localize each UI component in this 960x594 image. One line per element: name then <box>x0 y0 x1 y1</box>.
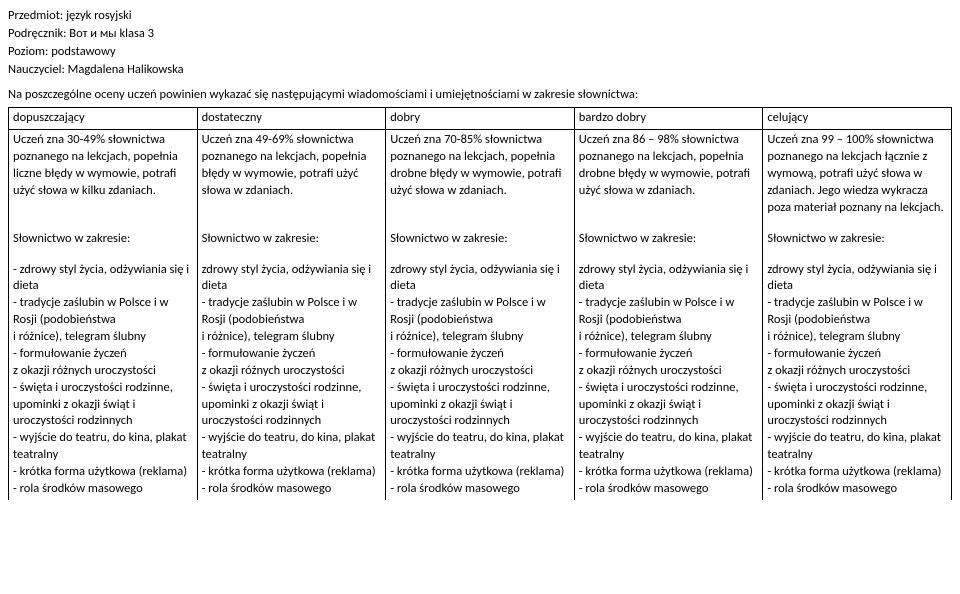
level-line: Poziom: podstawowy <box>8 44 952 61</box>
description-row: Uczeń zna 30-49% słownictwa poznanego na… <box>9 130 952 219</box>
grade-header-row: dopuszczający dostateczny dobry bardzo d… <box>9 108 952 130</box>
intro-text: Na poszczególne oceny uczeń powinien wyk… <box>8 87 952 104</box>
scope-content-row: - zdrowy styl życia, odżywiania się i di… <box>9 260 952 500</box>
criteria-table: dopuszczający dostateczny dobry bardzo d… <box>8 107 952 499</box>
scope-cell-4: zdrowy styl życia, odżywiania się i diet… <box>574 260 763 500</box>
scope-cell-1: - zdrowy styl życia, odżywiania się i di… <box>9 260 198 500</box>
scope-cell-5: zdrowy styl życia, odżywiania się i diet… <box>763 260 952 500</box>
grade-bardzo-dobry: bardzo dobry <box>574 108 763 130</box>
scope-label-3: Słownictwo w zakresie: <box>386 219 575 260</box>
scope-label-4: Słownictwo w zakresie: <box>574 219 763 260</box>
grade-dobry: dobry <box>386 108 575 130</box>
scope-label-1: Słownictwo w zakresie: <box>9 219 198 260</box>
desc-cell-4: Uczeń zna 86 – 98% słownictwa poznanego … <box>574 130 763 219</box>
desc-cell-3: Uczeń zna 70-85% słownictwa poznanego na… <box>386 130 575 219</box>
grade-celujacy: celujący <box>763 108 952 130</box>
scope-label-5: Słownictwo w zakresie: <box>763 219 952 260</box>
desc-cell-2: Uczeń zna 49-69% słownictwa poznanego na… <box>197 130 386 219</box>
desc-cell-1: Uczeń zna 30-49% słownictwa poznanego na… <box>9 130 198 219</box>
scope-label-2: Słownictwo w zakresie: <box>197 219 386 260</box>
grade-dostateczny: dostateczny <box>197 108 386 130</box>
textbook-line: Podręcznik: Вот и мы klasa 3 <box>8 26 952 43</box>
subject-line: Przedmiot: język rosyjski <box>8 8 952 25</box>
desc-cell-5: Uczeń zna 99 – 100% słownictwa poznanego… <box>763 130 952 219</box>
scope-cell-3: zdrowy styl życia, odżywiania się i diet… <box>386 260 575 500</box>
scope-label-row: Słownictwo w zakresie: Słownictwo w zakr… <box>9 219 952 260</box>
teacher-line: Nauczyciel: Magdalena Halikowska <box>8 62 952 79</box>
scope-cell-2: zdrowy styl życia, odżywiania się i diet… <box>197 260 386 500</box>
grade-dopuszczajacy: dopuszczający <box>9 108 198 130</box>
